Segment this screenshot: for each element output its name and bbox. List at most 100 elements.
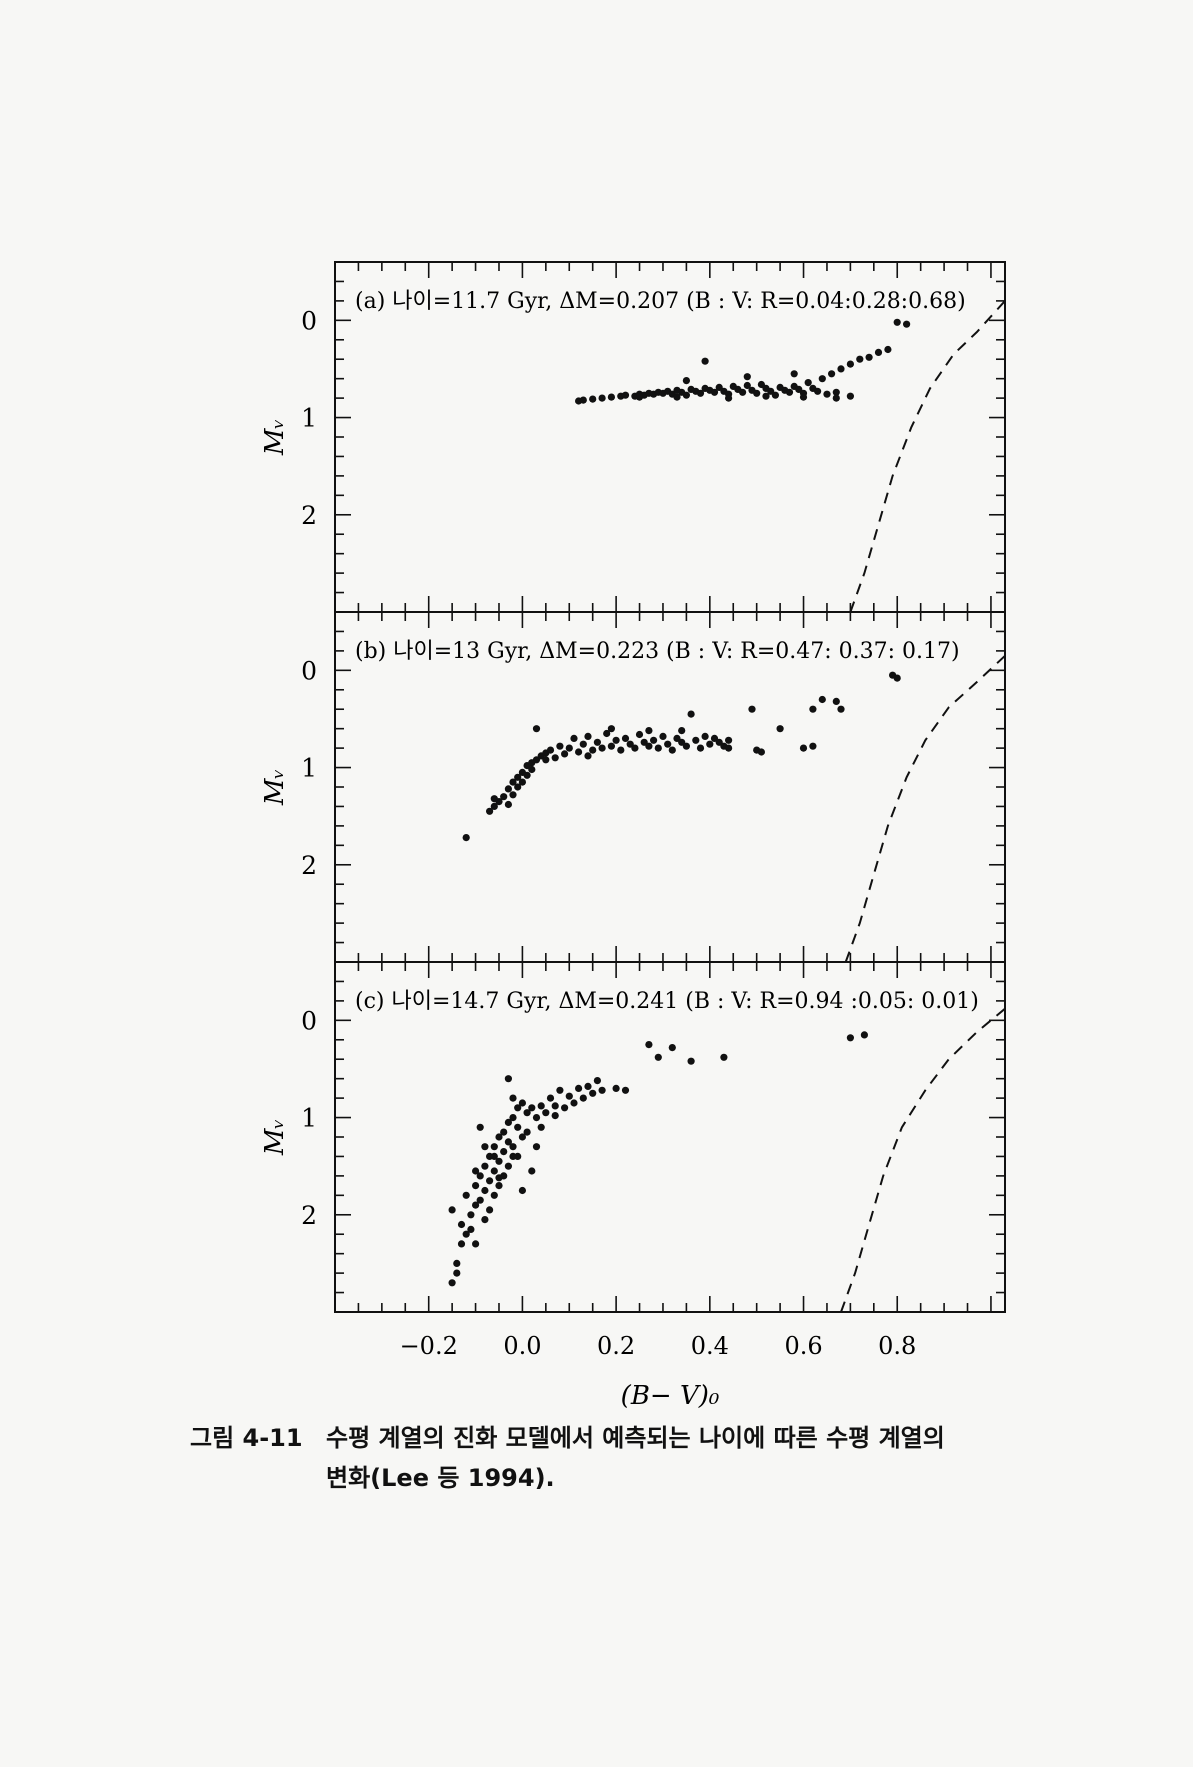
data-point	[617, 746, 625, 754]
data-point	[495, 1133, 503, 1141]
data-point	[500, 1128, 508, 1136]
data-point	[528, 765, 536, 774]
data-point	[514, 1123, 522, 1131]
x-tick-label: 0.8	[878, 1332, 916, 1360]
data-point	[589, 395, 597, 403]
data-point	[551, 754, 559, 762]
data-point	[542, 756, 550, 764]
data-point	[448, 1279, 456, 1287]
data-point	[565, 1092, 573, 1100]
data-point	[893, 318, 901, 326]
data-point	[612, 736, 620, 744]
data-point	[809, 742, 817, 750]
y-tick-label: 1	[301, 754, 317, 783]
x-tick-label: 0.0	[503, 1332, 541, 1360]
data-point	[504, 1118, 512, 1126]
data-point	[678, 727, 686, 735]
data-point	[514, 783, 522, 791]
data-point	[874, 348, 883, 356]
data-point	[710, 388, 719, 396]
data-point	[832, 394, 840, 402]
data-point	[832, 388, 840, 396]
data-point	[453, 1259, 461, 1267]
data-point	[589, 1089, 597, 1097]
data-point	[486, 1177, 494, 1185]
data-point	[490, 795, 498, 803]
data-point	[457, 1220, 466, 1229]
data-point	[645, 727, 653, 735]
data-point	[720, 1053, 728, 1061]
data-point	[814, 387, 822, 395]
data-point	[799, 744, 808, 752]
data-point	[476, 1172, 484, 1180]
data-point	[490, 1191, 498, 1199]
data-point	[495, 1157, 503, 1165]
caption-line-2: 변화(Lee 등 1994).	[326, 1464, 555, 1492]
data-point	[546, 1094, 555, 1102]
data-point	[725, 736, 733, 744]
data-point	[725, 394, 733, 402]
data-point	[518, 1186, 527, 1195]
data-point	[650, 736, 658, 744]
data-point	[584, 732, 592, 741]
data-point	[504, 1075, 512, 1083]
data-point	[575, 1084, 583, 1092]
data-point	[518, 1133, 527, 1141]
data-point	[668, 1044, 676, 1052]
data-point	[504, 785, 512, 793]
panel-frame	[334, 961, 1006, 1313]
sequence-curve	[844, 655, 1006, 963]
data-point	[860, 1031, 869, 1039]
y-axis-label: Mᵥ	[260, 419, 290, 456]
data-point	[490, 1167, 498, 1175]
data-point	[462, 1191, 470, 1199]
panel-c: 0 1 2 Mᵥ (c) 나이=14.7 Gyr, ΔM=0.241 (B : V: R…	[260, 961, 1006, 1411]
data-point	[472, 1240, 480, 1248]
data-point	[635, 393, 644, 401]
x-tick-label: 0.6	[784, 1332, 822, 1360]
data-point	[865, 353, 873, 361]
data-point	[635, 730, 644, 739]
data-point	[654, 744, 662, 752]
data-point	[790, 370, 798, 378]
data-point	[467, 1225, 475, 1233]
data-point	[621, 1086, 630, 1094]
data-point	[846, 360, 855, 368]
data-point	[645, 742, 653, 750]
data-point	[748, 705, 756, 713]
data-point	[509, 1143, 517, 1151]
panel-a: 0 1 2 Mᵥ (a) 나이=11.7 Gyr, ΔM=0.207 (B : V: R…	[260, 261, 1006, 613]
data-point	[903, 320, 911, 328]
y-tick-label: 0	[301, 306, 317, 335]
data-point	[687, 1057, 695, 1065]
data-point	[523, 1128, 531, 1136]
data-point	[476, 1196, 484, 1204]
x-tick-label: 0.2	[597, 1332, 635, 1360]
data-point	[495, 1182, 503, 1190]
data-point	[579, 740, 587, 748]
data-point	[575, 748, 583, 756]
data-point	[504, 1138, 512, 1146]
data-point	[593, 1077, 602, 1085]
data-point	[743, 381, 751, 390]
data-point	[472, 1182, 480, 1190]
data-point	[532, 1114, 541, 1122]
data-point	[846, 392, 855, 400]
data-point	[556, 742, 564, 750]
data-point	[856, 355, 864, 363]
data-point	[654, 1053, 662, 1061]
y-tick-label: 1	[301, 1104, 317, 1133]
data-point	[682, 377, 691, 385]
panel-b: 0 1 2 Mᵥ (b) 나이=13 Gyr, ΔM=0.223 (B : V: R=0…	[260, 611, 1006, 963]
data-point	[743, 373, 751, 381]
data-point	[776, 725, 784, 733]
data-point	[472, 1201, 480, 1209]
panel-frame	[334, 611, 1006, 963]
data-point	[621, 391, 630, 399]
data-point	[528, 1167, 536, 1175]
data-point	[701, 732, 709, 741]
panel-title: (c) 나이=14.7 Gyr, ΔM=0.241 (B : V: R=0.94…	[355, 989, 979, 1014]
data-point	[631, 744, 639, 752]
